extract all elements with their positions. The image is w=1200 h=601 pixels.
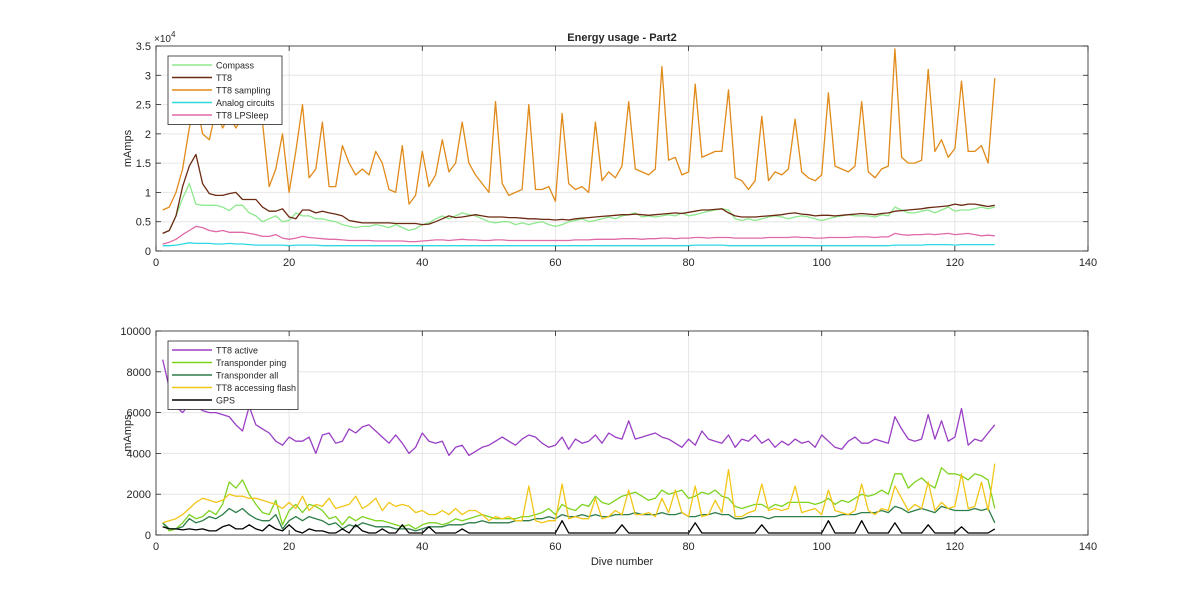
x-tick-label: 0 bbox=[153, 257, 159, 269]
x-tick-label: 120 bbox=[946, 541, 964, 553]
axes-energy-part2-top: 0 20 40 60 80 100 120 140 0 0.5 1 1.5 2 2.5 3 3.5×104 mA… bbox=[122, 30, 1097, 269]
x-tick-label: 60 bbox=[549, 541, 561, 553]
series-line-tt8-lpsleep bbox=[162, 225, 995, 245]
axes-energy-bottom: 0 20 40 60 80 100 120 140 0 2000 4000 6000 8000 10000… bbox=[120, 326, 1097, 568]
series-line-tt8-sampling bbox=[162, 48, 996, 211]
x-tick-label: 80 bbox=[682, 257, 694, 269]
y-tick-label: 2000 bbox=[127, 489, 151, 501]
x-tick-label: 40 bbox=[416, 541, 428, 553]
y-tick-label: 4000 bbox=[127, 448, 151, 460]
y-tick-label: 2 bbox=[145, 129, 151, 141]
y-tick-label: 10000 bbox=[120, 326, 151, 338]
series-line-gps bbox=[162, 520, 996, 534]
series-line-tt8-active bbox=[162, 359, 996, 457]
legend-entry: Analog circuits bbox=[216, 98, 275, 108]
y-tick-label: 0.5 bbox=[136, 217, 151, 229]
series-line-tt8-accessing-flash bbox=[162, 463, 996, 524]
legend-entry: Transponder all bbox=[216, 371, 278, 381]
y-tick-label: 3.5 bbox=[136, 41, 151, 53]
x-tick-label: 0 bbox=[153, 541, 159, 553]
y-tick-label: 0 bbox=[145, 246, 151, 258]
x-tick-label: 20 bbox=[283, 257, 295, 269]
x-tick-label: 20 bbox=[283, 541, 295, 553]
x-tick-label: 140 bbox=[1079, 257, 1097, 269]
figure-title: Energy usage - Part2 bbox=[567, 32, 676, 44]
y-tick-label: 1 bbox=[145, 187, 151, 199]
x-tick-label: 100 bbox=[813, 541, 831, 553]
series-line-analog-circuits bbox=[162, 242, 995, 247]
legend-entry: TT8 accessing flash bbox=[216, 383, 296, 393]
x-tick-label: 60 bbox=[549, 257, 561, 269]
y-axis-label: mAmps bbox=[122, 414, 134, 452]
series-line-compass bbox=[162, 182, 995, 234]
x-axis-label: Dive number bbox=[591, 556, 654, 568]
x-tick-label: 120 bbox=[946, 257, 964, 269]
legend-entry: Compass bbox=[216, 61, 255, 71]
x-tick-label: 100 bbox=[813, 257, 831, 269]
x-tick-label: 80 bbox=[682, 541, 694, 553]
axes-frame bbox=[155, 330, 1089, 536]
y-tick-label: 3 bbox=[145, 70, 151, 82]
series-line-tt8 bbox=[162, 153, 995, 234]
legend-entry: TT8 bbox=[216, 73, 232, 83]
legend-entry: Transponder ping bbox=[216, 358, 286, 368]
series-line-transponder-ping bbox=[162, 467, 996, 532]
y-exponent-label: ×104 bbox=[154, 30, 176, 45]
y-tick-label: 1.5 bbox=[136, 158, 151, 170]
y-axis-label: mAmps bbox=[122, 129, 134, 167]
legend-entry: TT8 LPSleep bbox=[216, 111, 269, 121]
legend-entry: GPS bbox=[216, 396, 235, 406]
y-tick-label: 2.5 bbox=[136, 100, 151, 112]
y-tick-label: 6000 bbox=[127, 408, 151, 420]
legend-entry: TT8 active bbox=[216, 346, 258, 356]
y-tick-label: 8000 bbox=[127, 367, 151, 379]
x-tick-label: 40 bbox=[416, 257, 428, 269]
axes-frame bbox=[155, 45, 1089, 252]
legend-entry: TT8 sampling bbox=[216, 86, 271, 96]
x-tick-label: 140 bbox=[1079, 541, 1097, 553]
series-line-transponder-all bbox=[162, 505, 996, 532]
y-tick-label: 0 bbox=[145, 530, 151, 542]
